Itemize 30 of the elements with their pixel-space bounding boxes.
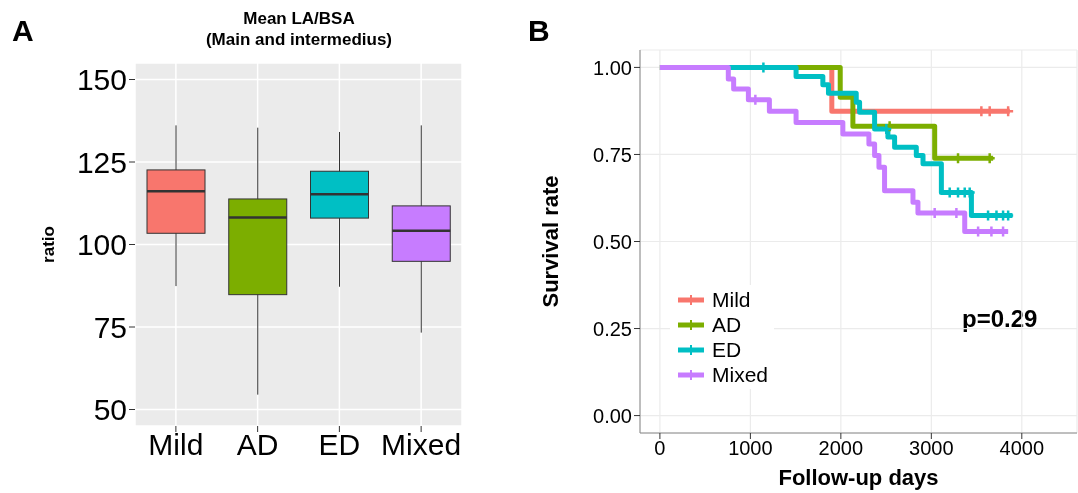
y-tick-label: 50 [93,393,127,427]
y-tick-label: 125 [76,145,127,179]
y-tick-label: 75 [93,310,127,344]
legend-label: AD [712,312,742,337]
annotation: p=0.29 [962,305,1038,333]
chart-title: Mean LA/BSA (Main and intermedius) [204,8,394,50]
y-tick-label: 0.50 [593,230,632,253]
x-tick-label: 2000 [818,437,864,460]
x-tick-label: Mixed [381,428,462,462]
y-axis-title: Survival rate [537,175,563,308]
y-tick-label: 0.75 [593,143,632,166]
x-tick-label: Mild [148,428,204,462]
legend-label: ED [712,337,742,362]
text: B [528,14,550,48]
y-tick-label: 150 [76,63,127,97]
x-tick-label: AD [236,428,279,462]
x-axis-title: Follow-up days [778,465,939,490]
x-tick-label: ED [318,428,361,462]
y-tick-label: 0.25 [593,317,632,340]
y-tick-label: 100 [76,228,127,262]
y-tick-label: 0.00 [593,404,632,427]
y-tick-label: 1.00 [593,56,632,79]
legend-label: Mixed [712,362,769,387]
legend-label: Mild [712,287,751,312]
x-tick-label: 0 [654,437,666,460]
x-tick-label: 3000 [909,437,954,460]
y-axis-title: ratio [39,226,59,263]
x-tick-label: 4000 [999,437,1045,460]
text: A [12,14,34,48]
x-tick-label: 1000 [728,437,773,460]
